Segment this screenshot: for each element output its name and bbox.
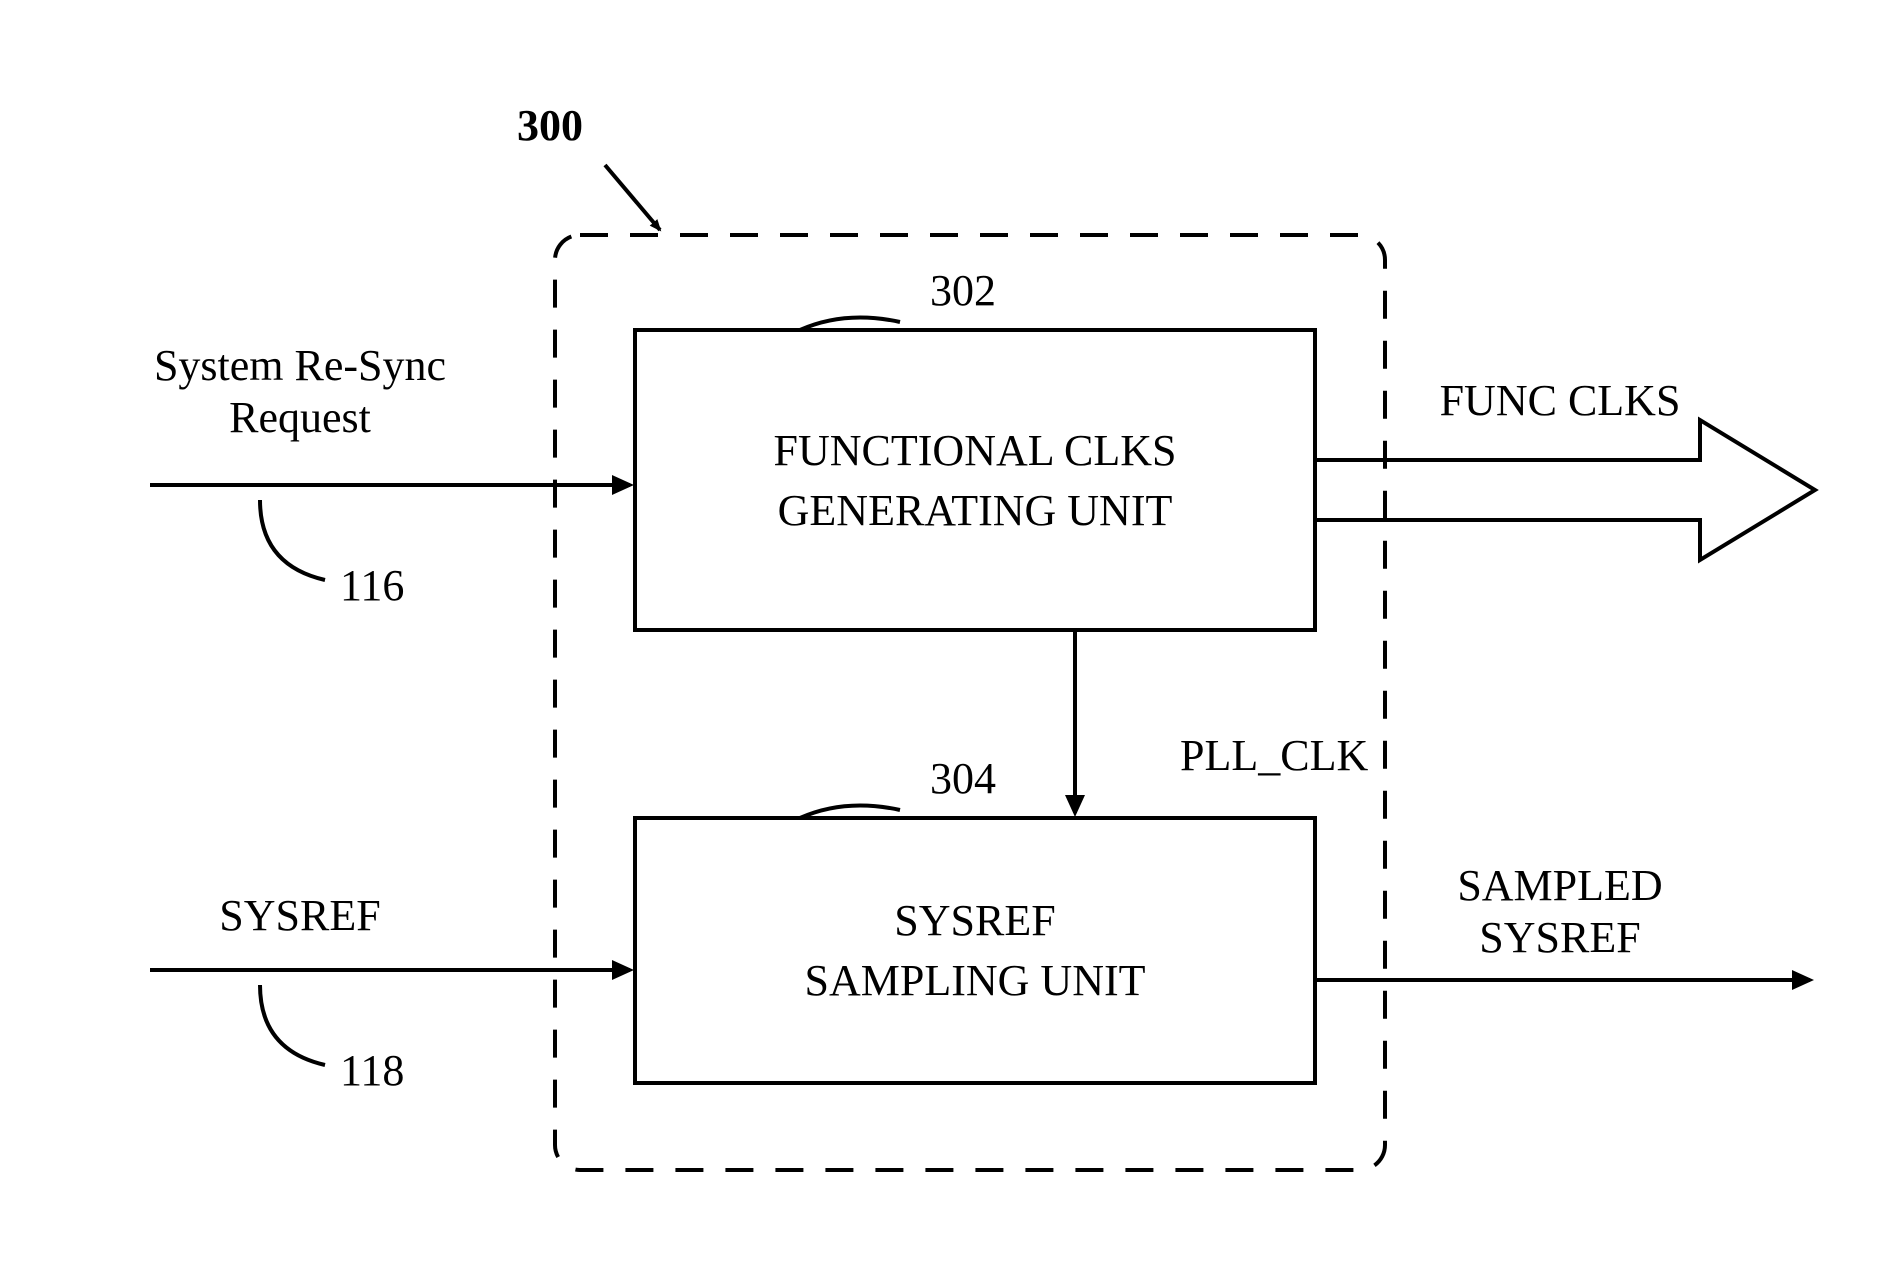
resync-label-2: Request [229,393,371,442]
resync-label-1: System Re-Sync [154,341,446,390]
block-diagram: 300 FUNCTIONAL CLKS GENERATING UNIT 302 … [0,0,1901,1288]
sampled-sysref-label-2: SYSREF [1479,913,1640,962]
functional-clks-label-1: FUNCTIONAL CLKS [774,426,1177,475]
resync-ref: 116 [340,561,404,610]
sysref-ref-leader [260,985,325,1065]
container-ref: 300 [517,101,583,150]
functional-clks-ref: 302 [930,266,996,315]
functional-clks-label-2: GENERATING UNIT [778,486,1173,535]
func-clks-label: FUNC CLKS [1440,376,1681,425]
container-box [555,235,1385,1170]
functional-clks-block [635,330,1315,630]
sysref-sampling-label-1: SYSREF [894,896,1055,945]
sysref-sampling-block [635,818,1315,1083]
func-clks-bus-arrow [1315,420,1815,560]
sampled-sysref-label-1: SAMPLED [1457,861,1662,910]
sysref-label: SYSREF [219,891,380,940]
sysref-sampling-label-2: SAMPLING UNIT [805,956,1146,1005]
resync-ref-leader [260,500,325,580]
pll-clk-label: PLL_CLK [1180,731,1368,780]
sysref-sampling-ref: 304 [930,754,996,803]
sysref-ref: 118 [340,1046,404,1095]
container-ref-pointer [605,165,660,230]
